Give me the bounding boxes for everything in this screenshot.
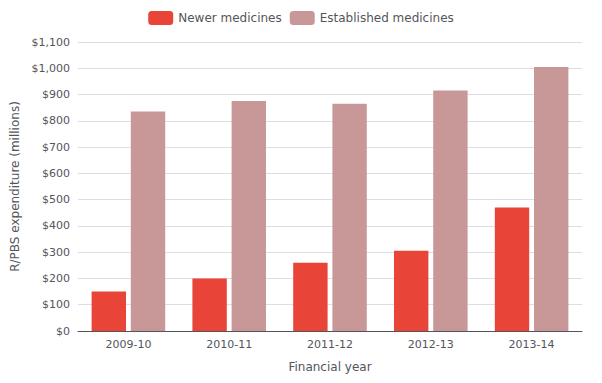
svg-text:2010-11: 2010-11: [206, 338, 252, 351]
svg-text:2012-13: 2012-13: [408, 338, 454, 351]
svg-text:$0: $0: [56, 325, 70, 338]
svg-text:Newer medicines: Newer medicines: [178, 11, 281, 25]
svg-text:$800: $800: [42, 114, 70, 127]
svg-text:2013-14: 2013-14: [509, 338, 555, 351]
svg-text:Established medicines: Established medicines: [320, 11, 454, 25]
svg-text:$700: $700: [42, 141, 70, 154]
svg-text:$1,100: $1,100: [32, 36, 71, 49]
svg-text:$200: $200: [42, 272, 70, 285]
svg-text:$1,000: $1,000: [32, 62, 71, 75]
svg-text:$400: $400: [42, 219, 70, 232]
svg-text:$300: $300: [42, 246, 70, 259]
svg-text:$500: $500: [42, 193, 70, 206]
svg-text:$900: $900: [42, 88, 70, 101]
svg-text:$600: $600: [42, 167, 70, 180]
svg-text:Financial year: Financial year: [288, 360, 371, 374]
svg-text:R/PBS expenditure (millions): R/PBS expenditure (millions): [8, 101, 22, 272]
svg-text:2011-12: 2011-12: [307, 338, 353, 351]
svg-text:$100: $100: [42, 298, 70, 311]
svg-text:2009-10: 2009-10: [105, 338, 151, 351]
